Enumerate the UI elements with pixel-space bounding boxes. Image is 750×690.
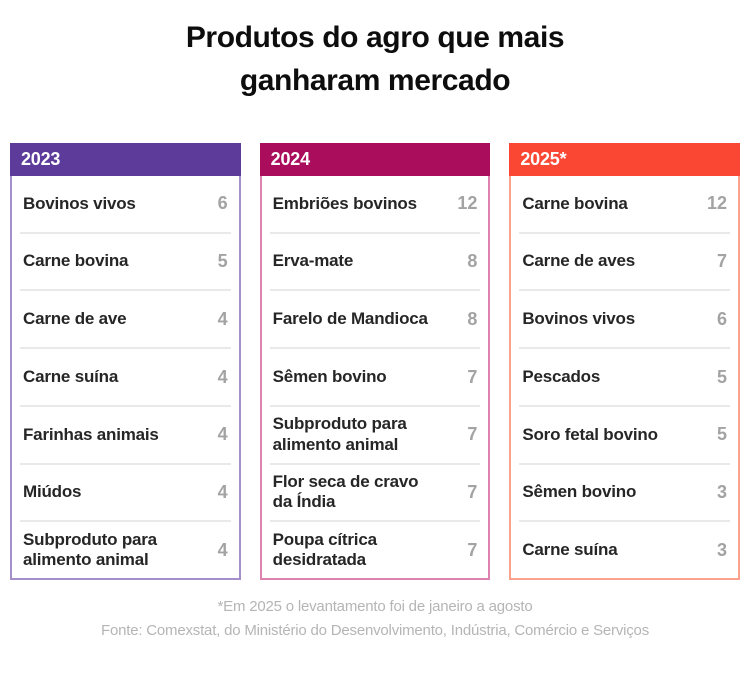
product-value: 4 bbox=[217, 424, 228, 445]
year-header: 2023 bbox=[10, 143, 241, 176]
product-row: Sêmen bovino 3 bbox=[519, 465, 731, 523]
product-name: Subproduto para alimento animal bbox=[23, 529, 157, 570]
product-value: 7 bbox=[467, 366, 478, 387]
product-value: 7 bbox=[717, 251, 728, 272]
product-list: Embriões bovinos 12 Erva-mate 8 Farelo d… bbox=[259, 176, 491, 580]
year-header: 2025* bbox=[509, 143, 741, 176]
product-name: Sêmen bovino bbox=[272, 366, 387, 386]
product-value: 3 bbox=[717, 481, 728, 502]
product-name: Carne suína bbox=[522, 539, 618, 559]
product-name: Carne de aves bbox=[522, 251, 636, 271]
product-row: Carne bovina 12 bbox=[519, 176, 731, 234]
product-row: Bovinos vivos 6 bbox=[519, 291, 731, 350]
product-value: 4 bbox=[217, 366, 228, 387]
product-name: Carne bovina bbox=[23, 251, 129, 271]
product-list: Bovinos vivos 6 Carne bovina 5 Carne de … bbox=[10, 176, 241, 580]
product-row: Carne bovina 5 bbox=[20, 234, 231, 292]
product-row: Carne suína 3 bbox=[519, 522, 730, 578]
product-value: 6 bbox=[717, 308, 728, 329]
product-name: Sêmen bovino bbox=[522, 482, 637, 502]
product-row: Flor seca de cravo da Índia 7 bbox=[269, 465, 481, 523]
page-title-line1: Produtos do agro que mais bbox=[185, 21, 565, 54]
year-columns: 2023 Bovinos vivos 6 Carne bovina 5 Carn… bbox=[0, 143, 750, 580]
product-name: Subproduto para alimento animal bbox=[272, 414, 407, 454]
product-list: Carne bovina 12 Carne de aves 7 Bovinos … bbox=[509, 176, 741, 580]
product-name: Erva-mate bbox=[272, 251, 354, 271]
product-row: Embriões bovinos 12 bbox=[269, 176, 481, 234]
product-row: Bovinos vivos 6 bbox=[20, 176, 231, 234]
year-column-2024: 2024 Embriões bovinos 12 Erva-mate 8 Far… bbox=[259, 143, 491, 580]
product-name: Pescados bbox=[522, 366, 601, 386]
product-value: 12 bbox=[706, 193, 728, 214]
product-name: Carne suína bbox=[23, 366, 119, 386]
product-row: Carne suína 4 bbox=[20, 349, 231, 407]
product-value: 7 bbox=[467, 481, 478, 502]
product-row: Carne de aves 7 bbox=[519, 234, 731, 292]
product-row: Erva-mate 8 bbox=[269, 234, 481, 292]
infographic-canvas: Produtos do agro que mais ganharam merca… bbox=[0, 16, 750, 690]
product-name: Poupa cítrica desidratada bbox=[272, 529, 377, 570]
product-value: 8 bbox=[467, 251, 478, 272]
product-value: 8 bbox=[467, 308, 478, 329]
page-title-line2: ganharam mercado bbox=[239, 64, 511, 97]
product-row: Subproduto para alimento animal 7 bbox=[269, 407, 481, 465]
product-row: Miúdos 4 bbox=[20, 465, 231, 523]
year-header: 2024 bbox=[259, 143, 491, 176]
product-value: 4 bbox=[217, 308, 228, 329]
product-value: 7 bbox=[467, 424, 478, 445]
product-value: 4 bbox=[217, 481, 228, 502]
product-value: 3 bbox=[717, 539, 728, 560]
product-row: Poupa cítrica desidratada 7 bbox=[270, 522, 481, 578]
page-title: Produtos do agro que mais ganharam merca… bbox=[0, 16, 750, 102]
product-row: Farelo de Mandioca 8 bbox=[269, 291, 481, 350]
product-value: 5 bbox=[717, 424, 728, 445]
product-row: Sêmen bovino 7 bbox=[269, 349, 481, 407]
product-name: Soro fetal bovino bbox=[522, 424, 658, 444]
product-name: Bovinos vivos bbox=[522, 309, 636, 329]
year-column-2025: 2025* Carne bovina 12 Carne de aves 7 Bo… bbox=[509, 143, 741, 580]
product-name: Farelo de Mandioca bbox=[272, 309, 428, 329]
source-credit: Fonte: Comexstat, do Ministério do Desen… bbox=[100, 622, 649, 639]
product-row: Soro fetal bovino 5 bbox=[519, 407, 731, 465]
footer: *Em 2025 o levantamento foi de janeiro a… bbox=[0, 595, 750, 643]
product-name: Flor seca de cravo da Índia bbox=[272, 472, 419, 512]
product-value: 5 bbox=[217, 251, 228, 272]
product-name: Carne de ave bbox=[23, 309, 127, 329]
product-name: Miúdos bbox=[23, 482, 82, 502]
product-row: Pescados 5 bbox=[519, 349, 731, 407]
product-name: Carne bovina bbox=[522, 193, 628, 213]
year-column-2023: 2023 Bovinos vivos 6 Carne bovina 5 Carn… bbox=[10, 143, 241, 580]
footnote: *Em 2025 o levantamento foi de janeiro a… bbox=[217, 598, 533, 615]
product-value: 12 bbox=[457, 193, 478, 214]
product-row: Carne de ave 4 bbox=[20, 291, 231, 350]
product-name: Embriões bovinos bbox=[272, 193, 417, 213]
product-value: 5 bbox=[717, 366, 728, 387]
product-name: Farinhas animais bbox=[23, 424, 159, 444]
product-name: Bovinos vivos bbox=[23, 193, 136, 213]
product-row: Farinhas animais 4 bbox=[20, 407, 231, 465]
product-value: 4 bbox=[217, 539, 228, 560]
product-value: 7 bbox=[467, 539, 478, 560]
product-value: 6 bbox=[217, 193, 228, 214]
product-row: Subproduto para alimento animal 4 bbox=[20, 522, 231, 578]
